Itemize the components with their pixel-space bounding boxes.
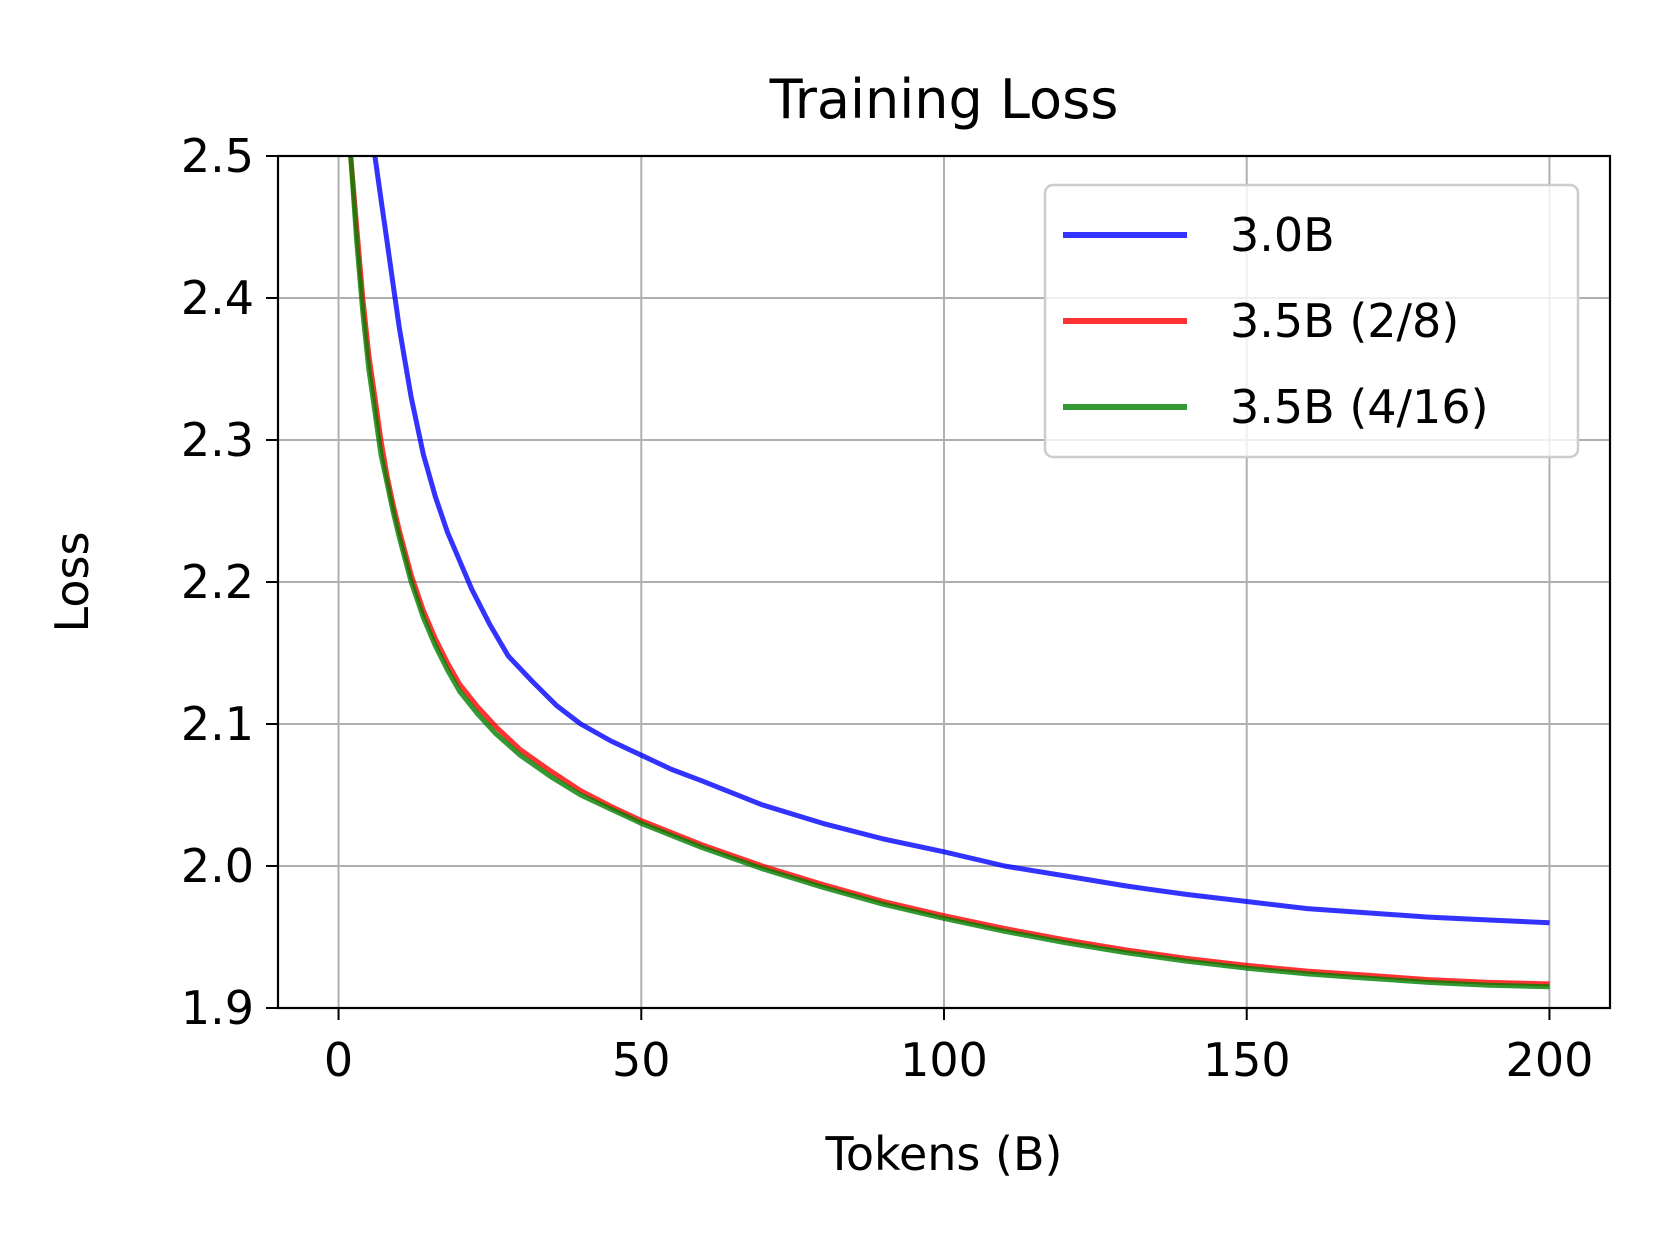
y-tick-label: 2.2 <box>181 555 254 609</box>
chart-title: Training Loss <box>769 68 1119 131</box>
x-axis-label: Tokens (B) <box>825 1127 1063 1181</box>
x-tick-label: 0 <box>324 1033 353 1087</box>
x-tick-label: 50 <box>612 1033 671 1087</box>
series-line <box>372 156 1550 926</box>
legend-label: 3.0B <box>1230 208 1335 262</box>
y-tick-label: 1.9 <box>181 981 254 1035</box>
y-tick-label: 2.1 <box>181 697 254 751</box>
y-axis-label: Loss <box>45 532 99 633</box>
legend-label: 3.5B (2/8) <box>1230 294 1459 348</box>
y-tick-label: 2.5 <box>181 129 254 183</box>
legend-label: 3.5B (4/16) <box>1230 380 1489 434</box>
x-tick-label: 200 <box>1506 1033 1594 1087</box>
legend-box <box>1043 183 1580 459</box>
y-tick-label: 2.4 <box>181 271 254 325</box>
y-tick-label: 2.3 <box>181 413 254 467</box>
series-line <box>348 156 1550 990</box>
x-tick-label: 100 <box>900 1033 988 1087</box>
tick-layer: 0 50 100 150 200 1.9 2.0 2.1 2.2 2.3 2.4 2.5 <box>181 129 1594 1087</box>
x-tick-label: 150 <box>1203 1033 1291 1087</box>
y-tick-label: 2.0 <box>181 839 254 893</box>
series-layer <box>348 156 1550 990</box>
legend: 3.0B 3.5B (2/8) 3.5B (4/16) <box>1043 183 1580 459</box>
